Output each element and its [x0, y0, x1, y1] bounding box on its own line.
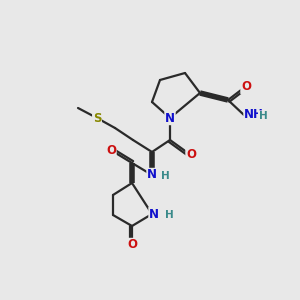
Text: N: N	[149, 208, 159, 220]
Text: H: H	[259, 111, 267, 121]
Text: S: S	[93, 112, 101, 124]
Text: NH: NH	[244, 109, 264, 122]
Text: H: H	[160, 171, 169, 181]
Text: O: O	[106, 145, 116, 158]
Text: O: O	[241, 80, 251, 94]
Text: N: N	[165, 112, 175, 124]
Text: O: O	[127, 238, 137, 251]
Text: O: O	[186, 148, 196, 161]
Text: H: H	[165, 210, 173, 220]
Text: N: N	[147, 169, 157, 182]
